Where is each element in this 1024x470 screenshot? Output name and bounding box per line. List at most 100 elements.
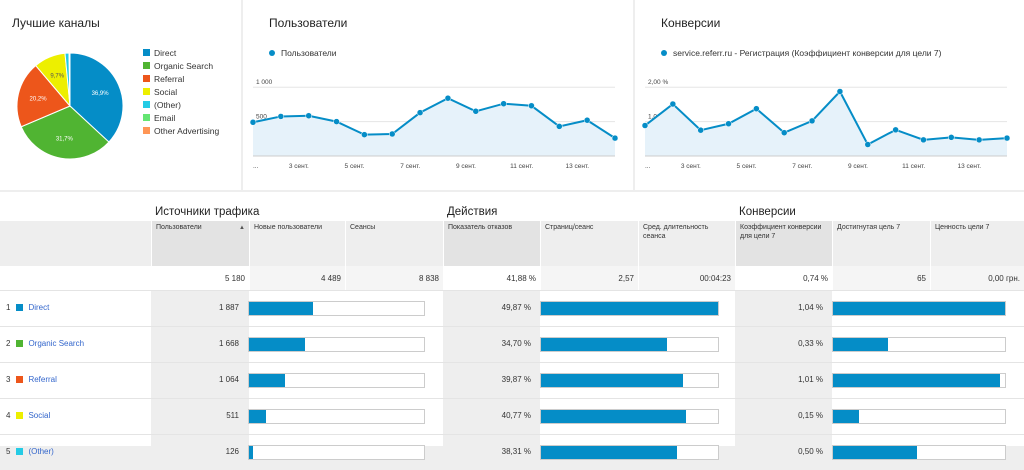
data-point[interactable] bbox=[809, 118, 815, 124]
legend-swatch bbox=[143, 75, 150, 82]
percent-bar bbox=[832, 337, 1006, 352]
data-point[interactable] bbox=[334, 119, 340, 125]
channel-link[interactable]: Referral bbox=[28, 375, 56, 384]
cell-value: 0,50 % bbox=[737, 447, 823, 456]
data-point[interactable] bbox=[612, 135, 618, 141]
row-label: 5(Other) bbox=[6, 447, 54, 456]
group-conversions: Конверсии bbox=[739, 206, 796, 218]
data-point[interactable] bbox=[948, 134, 954, 140]
column-header-label: Ценность цели 7 bbox=[935, 224, 989, 231]
legend-item[interactable]: (Other) bbox=[143, 98, 219, 111]
data-point[interactable] bbox=[837, 89, 843, 95]
x-tick-label: 13 сент. bbox=[958, 163, 982, 170]
data-point[interactable] bbox=[445, 95, 451, 101]
total-value: 2,57 bbox=[540, 266, 638, 290]
data-point[interactable] bbox=[250, 119, 256, 125]
legend-item[interactable]: Email bbox=[143, 111, 219, 124]
total-value: 41,88 % bbox=[443, 266, 540, 290]
users-title: Пользователи bbox=[269, 16, 347, 30]
column-header[interactable]: Сред. длительность сеанса bbox=[638, 221, 735, 266]
data-point[interactable] bbox=[670, 101, 676, 107]
sort-arrow-icon[interactable]: ▲ bbox=[239, 224, 245, 233]
data-point[interactable] bbox=[528, 103, 534, 109]
data-point[interactable] bbox=[726, 121, 732, 127]
data-point[interactable] bbox=[584, 117, 590, 123]
data-point[interactable] bbox=[389, 131, 395, 137]
column-header[interactable]: Достигнутая цель 7 bbox=[832, 221, 930, 266]
pie-slice-label: 36,9% bbox=[92, 91, 110, 97]
channel-color-swatch bbox=[16, 448, 23, 455]
legend-swatch bbox=[143, 88, 150, 95]
legend-item[interactable]: Social bbox=[143, 85, 219, 98]
conversions-title: Конверсии bbox=[661, 16, 720, 30]
x-tick-label: 9 сент. bbox=[456, 163, 476, 170]
row-number: 3 bbox=[6, 375, 10, 384]
data-point[interactable] bbox=[698, 127, 704, 133]
data-point[interactable] bbox=[556, 123, 562, 129]
total-value: 5 180 bbox=[151, 266, 249, 290]
column-header[interactable]: Сеансы bbox=[345, 221, 443, 266]
data-point[interactable] bbox=[753, 106, 759, 112]
column-header[interactable]: Страниц/сеанс bbox=[540, 221, 638, 266]
data-point[interactable] bbox=[781, 130, 787, 136]
percent-bar bbox=[248, 409, 425, 424]
channel-color-swatch bbox=[16, 340, 23, 347]
data-point[interactable] bbox=[306, 113, 312, 119]
cell-value: 1 064 bbox=[153, 375, 239, 384]
legend-label: Email bbox=[154, 113, 175, 123]
column-header[interactable]: Ценность цели 7 bbox=[930, 221, 1024, 266]
data-point[interactable] bbox=[278, 113, 284, 119]
data-point[interactable] bbox=[417, 110, 423, 116]
data-point[interactable] bbox=[642, 123, 648, 129]
legend-item[interactable]: Direct bbox=[143, 46, 219, 59]
column-header-label: Достигнутая цель 7 bbox=[837, 224, 900, 231]
row-label: 2 Organic Search bbox=[6, 339, 84, 348]
column-header[interactable]: Пользователи ▲ bbox=[151, 221, 249, 266]
legend-item[interactable]: Referral bbox=[143, 72, 219, 85]
column-header[interactable]: Показатель отказов bbox=[443, 221, 540, 266]
channels-pie-chart: 36,9%31,7%20,2%9,7% bbox=[10, 46, 130, 166]
x-tick-label: 7 сент. bbox=[792, 163, 812, 170]
percent-bar-fill bbox=[833, 410, 859, 423]
column-header[interactable]: Коэффициент конверсии для цели 7 bbox=[735, 221, 832, 266]
data-point[interactable] bbox=[361, 132, 367, 138]
channel-link[interactable]: (Other) bbox=[28, 447, 53, 456]
y-tick-label: 1 000 bbox=[256, 79, 273, 86]
row-label: 3 Referral bbox=[6, 375, 57, 384]
channel-link[interactable]: Social bbox=[28, 411, 50, 420]
channel-link[interactable]: Direct bbox=[28, 303, 49, 312]
legend-label: Referral bbox=[154, 74, 184, 84]
data-point[interactable] bbox=[501, 101, 507, 107]
column-header[interactable]: Новые пользователи bbox=[249, 221, 345, 266]
row-number: 2 bbox=[6, 339, 10, 348]
y-tick-label: 2,00 % bbox=[648, 79, 668, 86]
percent-bar bbox=[248, 373, 425, 388]
data-point[interactable] bbox=[920, 137, 926, 143]
pie-slice-label: 9,7% bbox=[50, 74, 64, 80]
data-point[interactable] bbox=[1004, 135, 1010, 141]
percent-bar-fill bbox=[833, 446, 917, 459]
data-point[interactable] bbox=[976, 137, 982, 143]
percent-bar bbox=[540, 409, 719, 424]
legend-item[interactable]: Other Advertising bbox=[143, 124, 219, 137]
data-point[interactable] bbox=[473, 108, 479, 114]
cell-value: 34,70 % bbox=[445, 339, 531, 348]
cell-value: 39,87 % bbox=[445, 375, 531, 384]
cell-value: 0,33 % bbox=[737, 339, 823, 348]
percent-bar bbox=[248, 301, 425, 316]
x-tick-label: 7 сент. bbox=[400, 163, 420, 170]
column-header-label: Сред. длительность сеанса bbox=[643, 224, 708, 240]
x-tick-label: 11 сент. bbox=[510, 163, 533, 170]
channel-link[interactable]: Organic Search bbox=[28, 339, 84, 348]
channels-title: Лучшие каналы bbox=[12, 16, 100, 30]
legend-item[interactable]: Organic Search bbox=[143, 59, 219, 72]
column-header-label: Пользователи bbox=[156, 224, 202, 231]
percent-bar-fill bbox=[541, 374, 683, 387]
channel-color-swatch bbox=[16, 412, 23, 419]
legend-label: Direct bbox=[154, 48, 176, 58]
data-point[interactable] bbox=[865, 142, 871, 148]
total-value: 00:04:23 bbox=[638, 266, 735, 290]
data-point[interactable] bbox=[893, 127, 899, 133]
